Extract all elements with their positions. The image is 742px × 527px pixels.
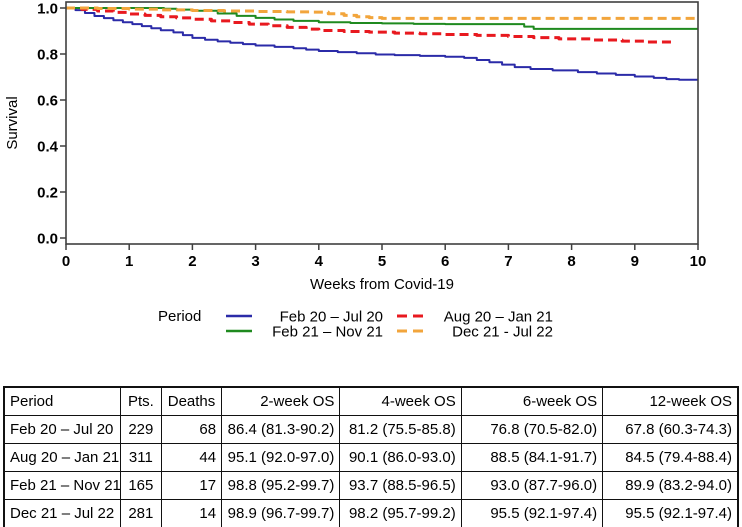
table-cell: 98.8 (95.2-99.7) bbox=[221, 471, 341, 500]
column-header: 4-week OS bbox=[339, 386, 462, 416]
legend-label-4: Dec 21 - Jul 22 bbox=[452, 323, 553, 340]
y-tick-label: 0.4 bbox=[37, 138, 59, 155]
table-cell: 95.5 (92.1-97.4) bbox=[460, 499, 604, 527]
table-cell: Aug 20 – Jan 21 bbox=[3, 443, 121, 472]
table-cell: 84.5 (79.4-88.4) bbox=[602, 443, 739, 472]
y-axis-label: Survival bbox=[4, 96, 21, 149]
table-cell: 95.5 (92.1-97.4) bbox=[602, 499, 739, 527]
table-cell: 76.8 (70.5-82.0) bbox=[460, 415, 604, 444]
x-tick-label: 0 bbox=[62, 253, 70, 270]
table-row: Feb 20 – Jul 20 229 68 86.4 (81.3-90.2) 81.2… bbox=[3, 415, 739, 444]
column-header: 2-week OS bbox=[221, 386, 341, 416]
x-tick-label: 3 bbox=[251, 253, 259, 270]
column-header: Period bbox=[3, 386, 121, 416]
table-cell: 89.9 (83.2-94.0) bbox=[602, 471, 739, 500]
table-cell: 88.5 (84.1-91.7) bbox=[460, 443, 604, 472]
x-tick-label: 1 bbox=[125, 253, 133, 270]
legend-label-2: Aug 20 – Jan 21 bbox=[444, 308, 553, 325]
table-cell: 98.2 (95.7-99.2) bbox=[339, 499, 462, 527]
survival-curves bbox=[66, 6, 698, 81]
column-header: Deaths bbox=[160, 386, 223, 416]
table-cell: 67.8 (60.3-74.3) bbox=[602, 415, 739, 444]
survival-curve-2 bbox=[66, 6, 675, 44]
x-tick-label: 9 bbox=[631, 253, 639, 270]
table-cell: 17 bbox=[160, 471, 223, 500]
table-cell: 14 bbox=[160, 499, 223, 527]
table-cell: 98.9 (96.7-99.7) bbox=[221, 499, 341, 527]
y-axis-ticks: 0.0 0.2 0.4 0.6 0.8 1.0 bbox=[37, 0, 66, 247]
x-tick-label: 7 bbox=[504, 253, 512, 270]
y-tick-label: 0.6 bbox=[37, 92, 58, 109]
table-cell: Dec 21 – Jul 22 bbox=[3, 499, 121, 527]
x-axis-ticks: 0 1 2 3 4 5 6 7 8 9 10 bbox=[62, 244, 707, 270]
table-cell: 90.1 (86.0-93.0) bbox=[339, 443, 462, 472]
x-axis-label: Weeks from Covid-19 bbox=[310, 276, 454, 293]
x-tick-label: 10 bbox=[690, 253, 707, 270]
x-tick-label: 6 bbox=[441, 253, 449, 270]
survival-curve-1 bbox=[66, 7, 698, 81]
legend-label-3: Feb 21 – Nov 21 bbox=[272, 323, 383, 340]
table-cell: 68 bbox=[160, 415, 223, 444]
table-row: Dec 21 – Jul 22 281 14 98.9 (96.7-99.7) 98.2… bbox=[3, 499, 739, 527]
table-cell: Feb 21 – Nov 21 bbox=[3, 471, 121, 500]
table-cell: 229 bbox=[119, 415, 162, 444]
x-tick-label: 2 bbox=[188, 253, 196, 270]
os-table: Period Pts. Deaths 2-week OS 4-week OS 6-week… bbox=[3, 386, 739, 527]
table-cell: 165 bbox=[119, 471, 162, 500]
table-cell: 93.7 (88.5-96.5) bbox=[339, 471, 462, 500]
column-header: 12-week OS bbox=[602, 386, 739, 416]
y-tick-label: 0.0 bbox=[37, 230, 58, 247]
km-survival-chart: 0 1 2 3 4 5 6 7 8 9 10 0.0 0.2 0.4 0.6 0.8 1.0 Survival… bbox=[4, 0, 707, 340]
table-cell: 81.2 (75.5-85.8) bbox=[339, 415, 462, 444]
chart-legend: Feb 20 – Jul 20 Aug 20 – Jan 21 Feb 21 – N… bbox=[226, 308, 553, 340]
table-cell: 95.1 (92.0-97.0) bbox=[221, 443, 341, 472]
survival-curve-4 bbox=[66, 6, 698, 20]
table-header-row: Period Pts. Deaths 2-week OS 4-week OS 6-week… bbox=[3, 386, 739, 416]
table-row: Aug 20 – Jan 21 311 44 95.1 (92.0-97.0) 90.1… bbox=[3, 443, 739, 472]
column-header: Pts. bbox=[119, 386, 162, 416]
x-tick-label: 8 bbox=[567, 253, 575, 270]
x-tick-label: 4 bbox=[315, 253, 324, 270]
table-cell: 281 bbox=[119, 499, 162, 527]
y-tick-label: 0.8 bbox=[37, 46, 58, 63]
plot-frame bbox=[65, 1, 699, 245]
table-cell: 86.4 (81.3-90.2) bbox=[221, 415, 341, 444]
table-row: Feb 21 – Nov 21 165 17 98.8 (95.2-99.7) 93.7… bbox=[3, 471, 739, 500]
column-header: 6-week OS bbox=[460, 386, 604, 416]
y-tick-label: 0.2 bbox=[37, 184, 58, 201]
table-cell: 311 bbox=[119, 443, 162, 472]
table-cell: 44 bbox=[160, 443, 223, 472]
legend-label-1: Feb 20 – Jul 20 bbox=[280, 308, 383, 325]
x-tick-label: 5 bbox=[378, 253, 386, 270]
legend-title: Period bbox=[158, 308, 201, 325]
table-cell: Feb 20 – Jul 20 bbox=[3, 415, 121, 444]
y-tick-label: 1.0 bbox=[37, 0, 58, 17]
table-cell: 93.0 (87.7-96.0) bbox=[460, 471, 604, 500]
